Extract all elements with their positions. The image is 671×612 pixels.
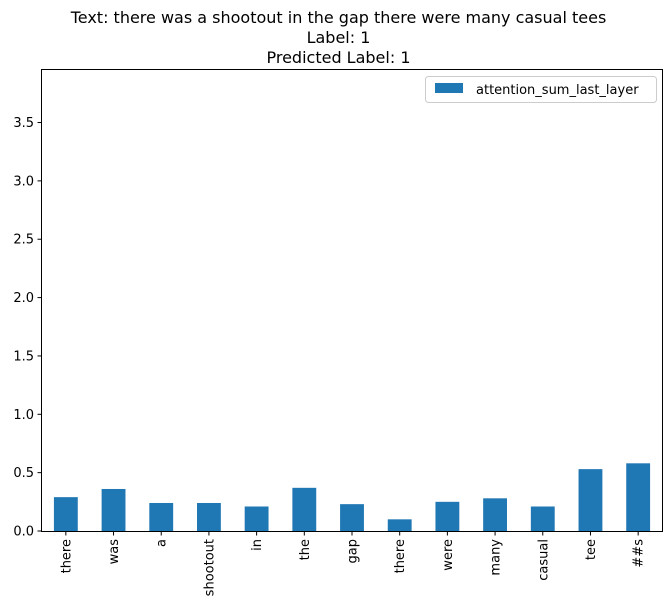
legend: attention_sum_last_layer	[425, 76, 657, 103]
x-tick-label: the	[298, 539, 313, 560]
y-tick-label: 1.5	[13, 349, 34, 364]
chart-title: Text: there was a shootout in the gap th…	[0, 8, 671, 68]
y-tick-label: 0.0	[13, 525, 34, 540]
x-axis: there was a shootout in the gap there were many ca…	[59, 531, 647, 596]
legend-box	[425, 76, 657, 103]
x-tick-label: gap	[346, 539, 361, 563]
bar-5	[292, 487, 317, 531]
legend-swatch	[435, 83, 463, 93]
bar-10	[530, 506, 555, 531]
bar-6	[340, 504, 364, 531]
plot-frame	[41, 69, 663, 532]
x-tick-label: there	[59, 539, 74, 573]
x-tick-label: shootout	[202, 539, 217, 596]
bar-9	[483, 498, 507, 531]
x-tick-label: was	[107, 539, 122, 565]
x-tick-label: in	[250, 539, 265, 551]
y-tick-label: 3.5	[13, 116, 34, 131]
y-tick-label: 2.0	[13, 291, 34, 306]
bar-0	[53, 497, 78, 531]
bar-4	[244, 506, 269, 531]
y-tick-label: 3.0	[13, 174, 34, 189]
title-line-label: Label: 1	[306, 28, 371, 47]
bar-7	[387, 519, 412, 531]
bar-1	[101, 488, 126, 531]
x-tick-label: ##s	[632, 539, 647, 568]
x-tick-label: a	[155, 539, 170, 547]
bar-11	[578, 469, 603, 531]
bar-12	[626, 463, 651, 531]
y-tick-label: 0.5	[13, 466, 34, 481]
title-line-predicted-label: Predicted Label: 1	[266, 48, 411, 67]
bar-8	[435, 501, 460, 531]
y-axis: 0.0 0.5 1.0 1.5 2.0 2.5 3.0 3.5	[13, 116, 42, 540]
bar-3	[197, 502, 221, 531]
y-tick-label: 2.5	[13, 233, 34, 248]
title-line-text: Text: there was a shootout in the gap th…	[70, 8, 607, 27]
bars-group	[53, 463, 651, 531]
x-tick-label: were	[441, 539, 456, 571]
x-tick-label: many	[489, 539, 504, 576]
y-tick-label: 1.0	[13, 408, 34, 423]
x-tick-label: tee	[584, 539, 599, 560]
x-tick-label: there	[393, 539, 408, 573]
bar-2	[149, 502, 174, 531]
x-tick-label: casual	[536, 539, 551, 581]
legend-label: attention_sum_last_layer	[476, 83, 639, 98]
